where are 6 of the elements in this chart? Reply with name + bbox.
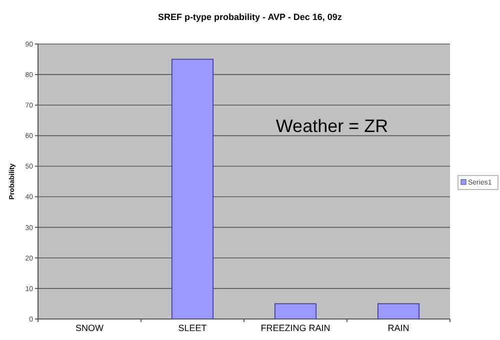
x-tick-label: SLEET — [178, 323, 208, 333]
x-tick-label: FREEZING RAIN — [260, 323, 330, 333]
annotation: Weather = ZR — [276, 116, 388, 136]
x-tick-label: SNOW — [76, 323, 104, 333]
x-tick-label: RAIN — [388, 323, 410, 333]
chart-title: SREF p-type probability - AVP - Dec 16, 09z — [158, 12, 342, 22]
